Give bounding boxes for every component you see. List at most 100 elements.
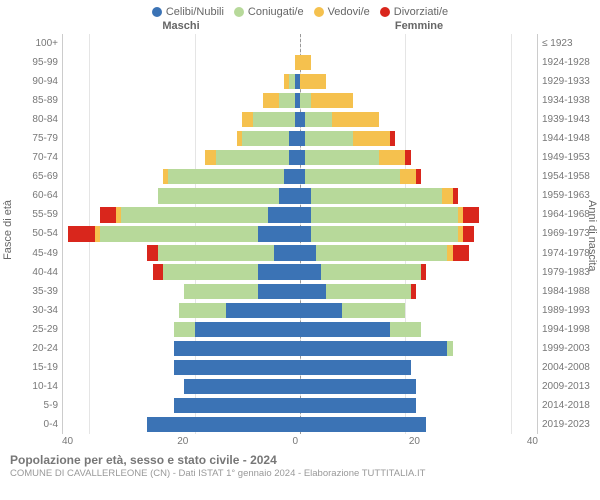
birth-tick: 2004-2008: [542, 358, 596, 377]
bar-segment: [289, 131, 300, 146]
bar-segment: [258, 264, 300, 279]
bar-segment: [305, 150, 379, 165]
legend-item: Celibi/Nubili: [152, 6, 224, 18]
female-side: [300, 284, 537, 299]
legend-label: Celibi/Nubili: [166, 6, 224, 18]
pyramid-row: [63, 339, 537, 358]
bar-segment: [300, 284, 326, 299]
birth-tick: 1924-1928: [542, 53, 596, 72]
bar-segment: [400, 169, 416, 184]
birth-tick: 1999-2003: [542, 339, 596, 358]
male-side: [63, 303, 300, 318]
male-side: [63, 322, 300, 337]
bar-segment: [242, 112, 253, 127]
bar-segment: [300, 188, 311, 203]
age-tick: 85-89: [4, 91, 58, 110]
legend-marker: [380, 7, 390, 17]
birth-tick: 2014-2018: [542, 396, 596, 415]
birth-tick: 1934-1938: [542, 91, 596, 110]
male-side: [63, 360, 300, 375]
bar-segment: [300, 303, 342, 318]
bar-segment: [300, 379, 416, 394]
age-tick: 0-4: [4, 415, 58, 434]
x-axis-right: 2040: [298, 436, 538, 447]
header-female: Femmine: [300, 20, 538, 32]
female-side: [300, 322, 537, 337]
bar-segment: [311, 188, 443, 203]
bar-segment: [300, 74, 326, 89]
female-side: [300, 112, 537, 127]
footer: Popolazione per età, sesso e stato civil…: [0, 447, 600, 479]
pyramid-row: [63, 244, 537, 263]
bar-segment: [300, 226, 311, 241]
male-side: [63, 341, 300, 356]
bar-segment: [316, 245, 448, 260]
pyramid-row: [63, 167, 537, 186]
bar-segment: [453, 188, 458, 203]
female-side: [300, 93, 537, 108]
pyramid-row: [63, 282, 537, 301]
bar-segment: [279, 188, 300, 203]
bar-segment: [463, 226, 474, 241]
male-side: [63, 36, 300, 51]
legend-marker: [234, 7, 244, 17]
male-side: [63, 417, 300, 432]
age-tick: 5-9: [4, 396, 58, 415]
birth-tick: 1989-1993: [542, 301, 596, 320]
pyramid-bars: [62, 34, 538, 434]
y-axis-right-label: Anni di nascita: [586, 200, 598, 272]
bar-segment: [174, 322, 195, 337]
pyramid-row: [63, 91, 537, 110]
age-tick: 30-34: [4, 301, 58, 320]
bar-segment: [300, 55, 311, 70]
female-side: [300, 169, 537, 184]
y-axis-left-label: Fasce di età: [2, 200, 14, 260]
pyramid-row: [63, 72, 537, 91]
bar-segment: [184, 284, 258, 299]
age-tick: 40-44: [4, 263, 58, 282]
bar-segment: [253, 112, 295, 127]
bar-segment: [184, 379, 300, 394]
birth-tick: 2009-2013: [542, 377, 596, 396]
pyramid-row: [63, 110, 537, 129]
male-side: [63, 264, 300, 279]
age-tick: 80-84: [4, 110, 58, 129]
birth-tick: 1944-1948: [542, 129, 596, 148]
bar-segment: [279, 93, 295, 108]
age-tick: 10-14: [4, 377, 58, 396]
bar-segment: [274, 245, 300, 260]
bar-segment: [153, 264, 164, 279]
male-side: [63, 245, 300, 260]
bar-segment: [300, 93, 311, 108]
x-axis: 40200 2040: [0, 434, 600, 447]
birth-tick: 1984-1988: [542, 282, 596, 301]
pyramid-row: [63, 377, 537, 396]
legend-marker: [314, 7, 324, 17]
x-tick: 20: [177, 436, 188, 447]
female-side: [300, 398, 537, 413]
pyramid-row: [63, 301, 537, 320]
female-side: [300, 264, 537, 279]
age-tick: 90-94: [4, 72, 58, 91]
pyramid-row: [63, 263, 537, 282]
female-side: [300, 417, 537, 432]
bar-segment: [205, 150, 216, 165]
bar-segment: [216, 150, 290, 165]
bar-segment: [305, 169, 400, 184]
bar-segment: [300, 264, 321, 279]
pyramid-row: [63, 224, 537, 243]
bar-segment: [311, 207, 458, 222]
chart-area: 100+95-9990-9485-8980-8475-7970-7465-696…: [0, 34, 600, 434]
bar-segment: [411, 284, 416, 299]
birth-tick: 1929-1933: [542, 72, 596, 91]
male-side: [63, 398, 300, 413]
bar-segment: [163, 264, 258, 279]
age-tick: 70-74: [4, 148, 58, 167]
female-side: [300, 74, 537, 89]
male-side: [63, 226, 300, 241]
bar-segment: [342, 303, 405, 318]
bar-segment: [300, 398, 416, 413]
birth-tick: 1994-1998: [542, 320, 596, 339]
bar-segment: [442, 188, 453, 203]
age-tick: 65-69: [4, 167, 58, 186]
